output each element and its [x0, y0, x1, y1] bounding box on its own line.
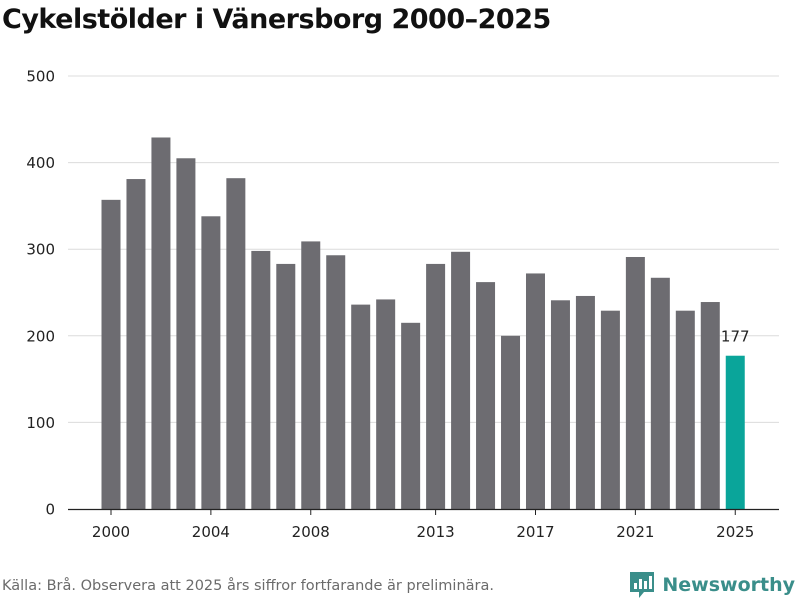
x-tick-label-2000: 2000	[92, 523, 130, 541]
x-tick-label-2021: 2021	[616, 523, 654, 541]
gridlines	[68, 75, 779, 423]
bar-2002	[151, 137, 171, 510]
y-tick-label-400: 400	[26, 154, 55, 172]
bar-2017	[525, 273, 545, 509]
y-tick-label-500: 500	[26, 68, 55, 86]
x-axis	[68, 508, 779, 515]
chart-title: Cykelstölder i Vänersborg 2000–2025	[2, 4, 551, 35]
bar-2000	[101, 199, 121, 509]
y-tick-label-300: 300	[26, 241, 55, 259]
brand-name: Newsworthy	[662, 574, 795, 596]
bar-2006	[251, 250, 271, 509]
x-tick-label-2004: 2004	[192, 523, 230, 541]
bar-2003	[176, 158, 196, 509]
bars	[101, 137, 745, 510]
bar-2007	[276, 263, 296, 509]
bar-2005	[226, 178, 246, 509]
bar-2024	[700, 302, 720, 509]
x-axis-tick-labels: 2000 2004 2008 2013 2017 2021 2025	[92, 523, 754, 541]
bar-2020	[600, 310, 620, 509]
bar-2019	[575, 295, 595, 509]
bar-2009	[326, 255, 346, 509]
y-tick-label-100: 100	[26, 414, 55, 432]
data-labels: 177	[721, 328, 750, 346]
bar-2008	[301, 241, 321, 509]
bar-2012	[401, 322, 421, 509]
x-tick-label-2017: 2017	[516, 523, 554, 541]
bar-2004	[201, 216, 221, 510]
bar-2023	[675, 310, 695, 509]
bar-2022	[650, 277, 670, 509]
bar-2025	[725, 355, 745, 509]
y-axis-tick-labels: 0 100 200 300 400 500	[26, 68, 55, 519]
bar-2014	[451, 251, 471, 510]
bar-2013	[426, 263, 446, 509]
brand: Newsworthy	[628, 570, 795, 600]
bar-2011	[376, 299, 396, 509]
y-tick-label-200: 200	[26, 327, 55, 345]
x-tick-label-2008: 2008	[292, 523, 330, 541]
bar-2001	[126, 179, 146, 510]
newsworthy-logo-icon	[630, 572, 655, 598]
bar-2018	[550, 300, 570, 509]
bar-2016	[501, 335, 521, 509]
bar-2021	[625, 256, 645, 509]
y-tick-label-0: 0	[45, 501, 55, 519]
bar-2010	[351, 304, 371, 509]
x-tick-label-2025: 2025	[716, 523, 754, 541]
bar-2015	[476, 282, 496, 509]
source-note: Källa: Brå. Observera att 2025 års siffr…	[2, 578, 494, 594]
data-label-2025: 177	[721, 328, 750, 346]
x-tick-label-2013: 2013	[417, 523, 455, 541]
